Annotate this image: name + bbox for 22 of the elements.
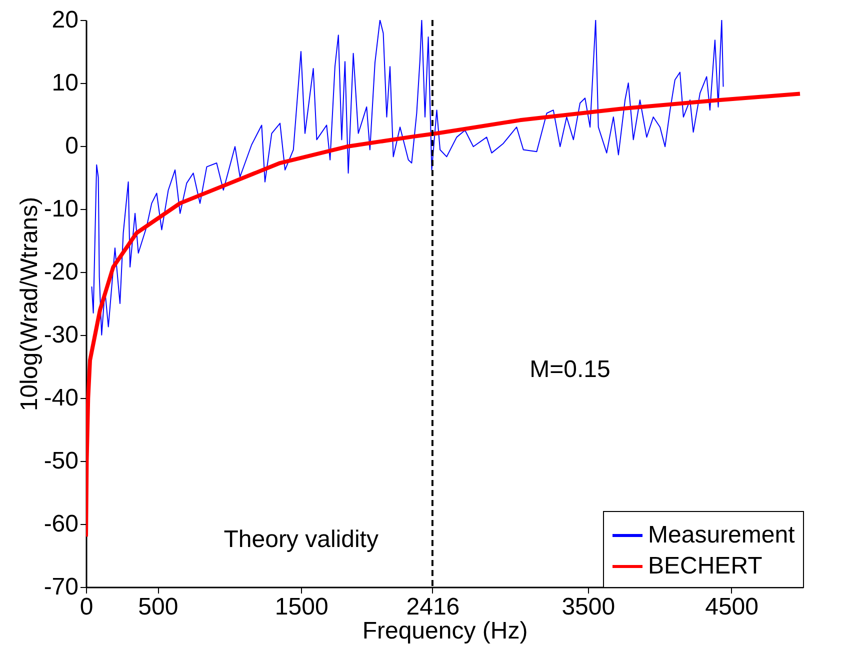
y-tick-label: -30 xyxy=(44,322,78,348)
x-tick-label: 1500 xyxy=(274,594,328,620)
x-tick-label: 4500 xyxy=(705,594,758,620)
annotation: M=0.15 xyxy=(530,356,610,383)
legend-label: Measurement xyxy=(648,522,796,548)
y-tick-label: -10 xyxy=(44,196,78,222)
y-tick-label: -20 xyxy=(44,258,78,286)
legend-label: BECHERT xyxy=(648,552,763,580)
line-series xyxy=(91,20,724,336)
x-axis-title: Frequency (Hz) xyxy=(362,618,528,644)
y-tick-label: -40 xyxy=(44,384,78,412)
x-tick-label: 3500 xyxy=(562,594,616,620)
y-tick-label: -50 xyxy=(44,448,78,474)
x-tick-label: 500 xyxy=(138,594,178,620)
x-tick-label: 2416 xyxy=(406,594,460,620)
annotation: Theory validity xyxy=(224,526,378,553)
y-tick-label: 20 xyxy=(52,6,78,34)
y-tick-label: 10 xyxy=(52,70,78,96)
y-tick-label: -70 xyxy=(44,574,78,600)
y-tick-label: -60 xyxy=(44,510,78,538)
y-axis-title: 10log(Wrad/Wtrans) xyxy=(16,196,43,412)
y-tick-label: 0 xyxy=(65,132,78,160)
